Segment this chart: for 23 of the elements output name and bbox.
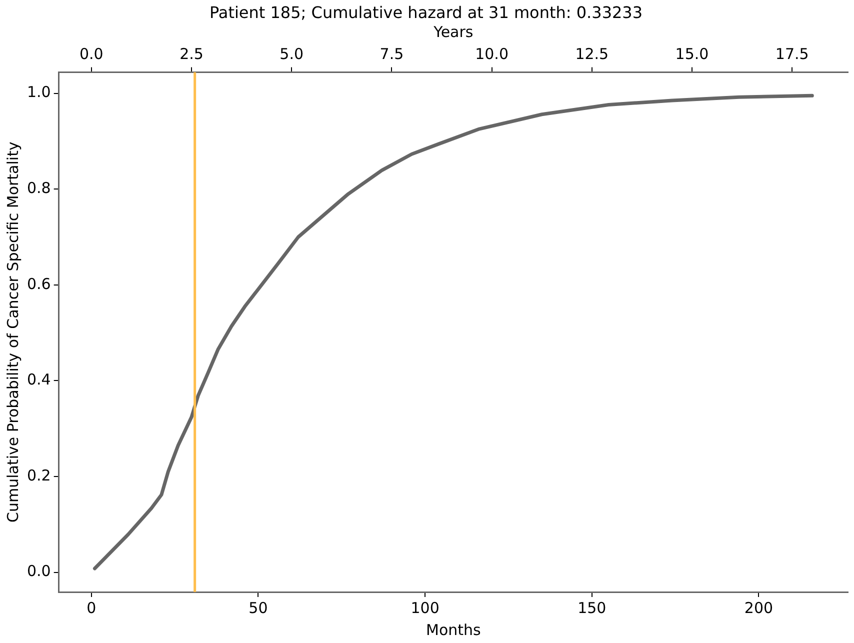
x2-tick-label: 17.5 [775, 45, 809, 64]
y-tick-label: 0.0 [26, 562, 51, 580]
x-tick-label: 0 [86, 598, 96, 617]
y-tick-label: 1.0 [26, 83, 51, 102]
x2-tick-label: 5.0 [280, 45, 304, 64]
x-tick-label: 50 [248, 598, 268, 617]
x-tick-label: 100 [410, 598, 440, 617]
chart-title: Patient 185; Cumulative hazard at 31 month: 0.33233 [209, 2, 643, 22]
x2-tick-label: 7.5 [380, 45, 404, 64]
x2-axis-title: Years [432, 23, 474, 42]
y-tick-label: 0.4 [26, 370, 51, 389]
x-axis-title: Months [426, 620, 482, 639]
x2-tick-label: 10.0 [475, 45, 508, 64]
x2-tick-label: 15.0 [675, 45, 709, 64]
y-tick-label: 0.2 [26, 466, 51, 484]
x2-tick-label: 2.5 [180, 45, 204, 64]
x2-tick-label: 12.5 [575, 45, 609, 64]
y-tick-label: 0.8 [26, 178, 51, 197]
x2-tick-label: 0.0 [79, 45, 104, 64]
x-tick-label: 150 [578, 598, 606, 617]
y-axis-title: Cumulative Probability of Cancer Specific Mortality [4, 142, 22, 523]
x-tick-label: 200 [744, 598, 774, 617]
y-tick-label: 0.6 [26, 274, 51, 293]
